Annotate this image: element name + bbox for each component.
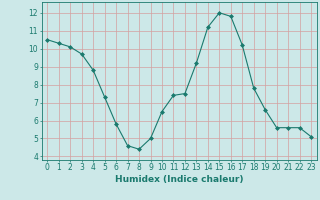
X-axis label: Humidex (Indice chaleur): Humidex (Indice chaleur) xyxy=(115,175,244,184)
